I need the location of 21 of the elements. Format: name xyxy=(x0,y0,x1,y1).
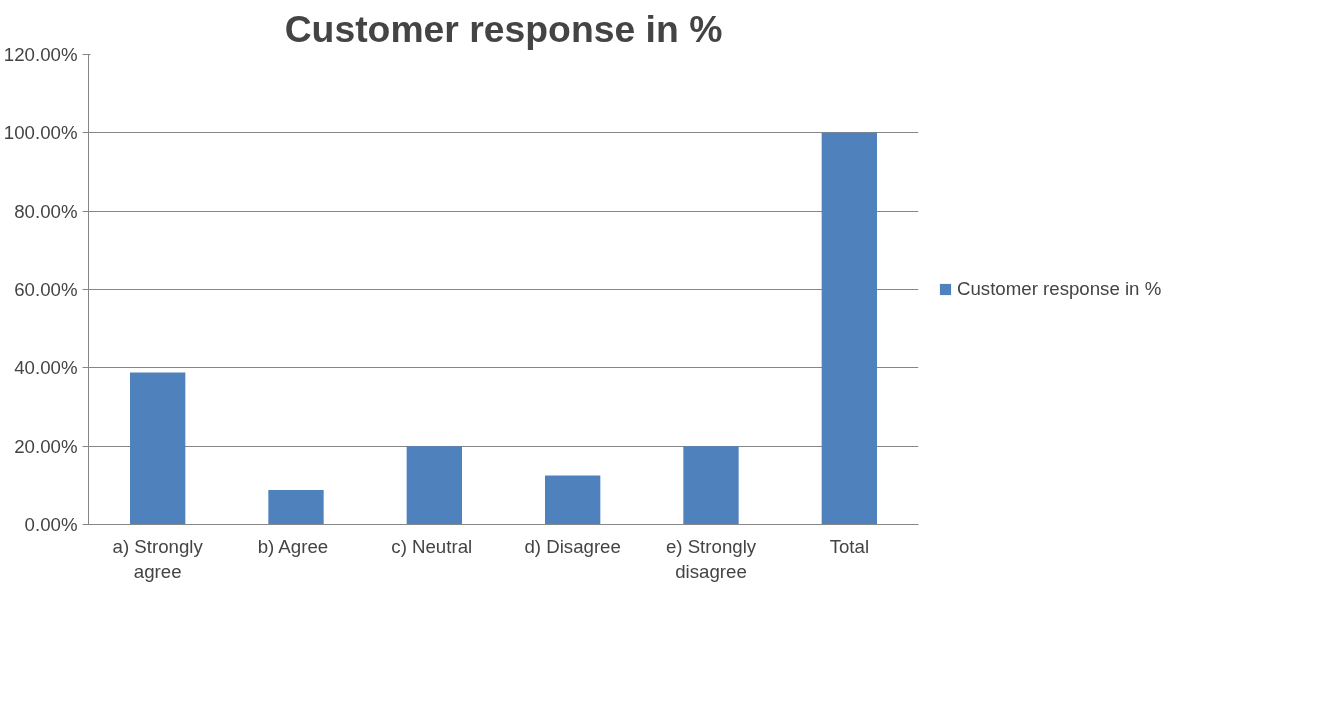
bar xyxy=(821,132,877,525)
bar xyxy=(268,490,324,525)
bar xyxy=(683,446,739,525)
y-tick-label: 100.00% xyxy=(3,122,78,144)
x-tick-label: b) Agree xyxy=(257,535,329,557)
x-tick-label: c) Neutral xyxy=(391,535,473,557)
chart-title: Customer response in % xyxy=(284,7,723,50)
x-tick-label: Total xyxy=(829,535,870,557)
y-tick-label: 0.00% xyxy=(24,514,78,535)
x-tick-label: a) Strongly agree xyxy=(112,535,204,582)
y-tick-label: 20.00% xyxy=(14,435,78,457)
legend-label: Customer response in % xyxy=(957,278,1162,300)
bar xyxy=(130,372,186,525)
x-tick-label: e) Strongly disagree xyxy=(665,535,757,582)
bar xyxy=(406,446,462,525)
y-tick-label: 40.00% xyxy=(14,357,78,379)
bar xyxy=(545,475,601,525)
y-tick-label: 60.00% xyxy=(14,279,78,300)
y-tick-label: 80.00% xyxy=(14,200,78,222)
x-tick-label: d) Disagree xyxy=(524,535,621,557)
y-tick-label: 120.00% xyxy=(3,44,78,65)
